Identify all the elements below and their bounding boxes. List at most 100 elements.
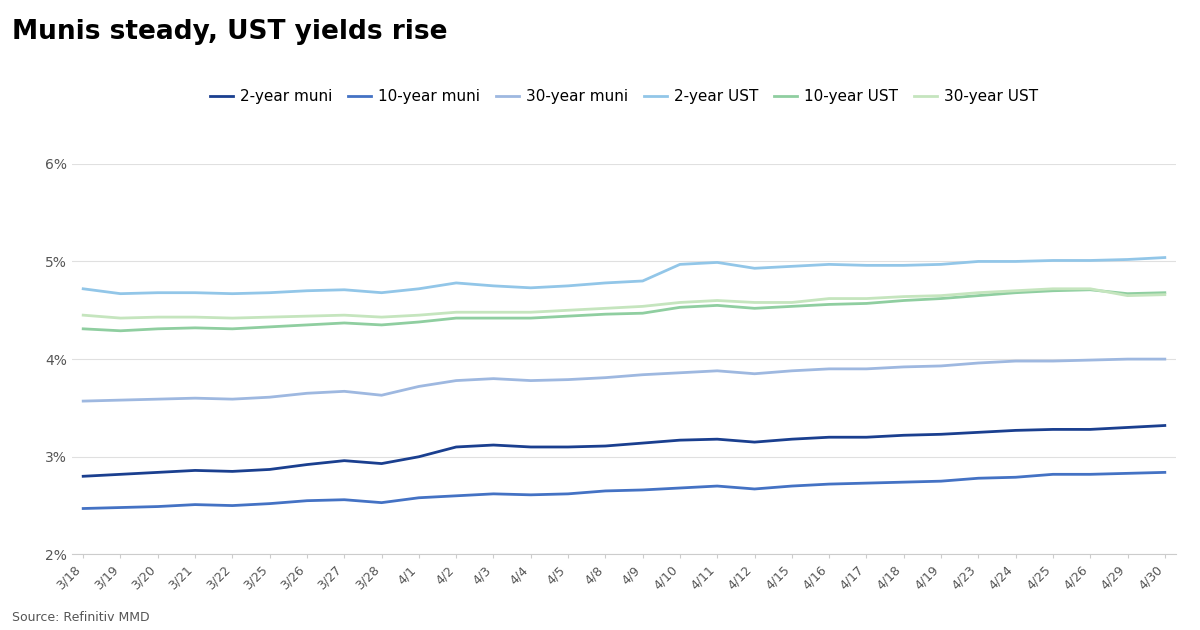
30-year muni	[636, 371, 650, 379]
30-year UST	[226, 314, 240, 322]
Line: 2-year UST: 2-year UST	[83, 258, 1165, 294]
10-year muni	[113, 504, 127, 512]
10-year UST	[374, 321, 389, 329]
10-year muni	[934, 478, 948, 485]
30-year muni	[598, 374, 612, 381]
10-year UST	[560, 312, 575, 320]
2-year UST	[374, 289, 389, 297]
2-year UST	[113, 290, 127, 297]
30-year UST	[1045, 285, 1060, 292]
30-year muni	[934, 362, 948, 370]
30-year muni	[76, 398, 90, 405]
2-year muni	[449, 444, 463, 451]
2-year muni	[896, 432, 911, 439]
2-year muni	[1008, 427, 1022, 434]
10-year muni	[486, 490, 500, 498]
2-year muni	[263, 466, 277, 473]
10-year muni	[598, 487, 612, 495]
10-year UST	[1045, 287, 1060, 295]
30-year UST	[76, 311, 90, 319]
30-year muni	[710, 367, 725, 375]
Line: 10-year UST: 10-year UST	[83, 290, 1165, 331]
2-year muni	[486, 441, 500, 449]
30-year UST	[934, 292, 948, 299]
30-year UST	[785, 299, 799, 306]
30-year UST	[412, 311, 426, 319]
30-year UST	[188, 313, 203, 321]
30-year muni	[113, 396, 127, 404]
10-year UST	[896, 297, 911, 304]
10-year muni	[859, 479, 874, 487]
2-year muni	[1045, 426, 1060, 433]
2-year muni	[188, 467, 203, 474]
2-year muni	[748, 438, 762, 446]
30-year UST	[896, 293, 911, 301]
10-year muni	[188, 501, 203, 508]
30-year muni	[1084, 357, 1098, 364]
Line: 10-year muni: 10-year muni	[83, 472, 1165, 508]
10-year muni	[226, 501, 240, 509]
10-year UST	[226, 325, 240, 333]
10-year UST	[822, 301, 836, 308]
30-year UST	[859, 295, 874, 302]
2-year UST	[226, 290, 240, 297]
10-year muni	[76, 505, 90, 512]
30-year muni	[785, 367, 799, 375]
10-year UST	[337, 319, 352, 327]
2-year UST	[449, 279, 463, 287]
10-year muni	[1045, 471, 1060, 478]
2-year muni	[337, 457, 352, 464]
10-year UST	[300, 321, 314, 329]
10-year UST	[76, 325, 90, 333]
30-year UST	[822, 295, 836, 302]
2-year muni	[971, 428, 985, 436]
2-year UST	[785, 263, 799, 270]
2-year UST	[859, 261, 874, 269]
10-year muni	[1008, 474, 1022, 481]
2-year muni	[560, 444, 575, 451]
Text: Munis steady, UST yields rise: Munis steady, UST yields rise	[12, 19, 448, 45]
30-year muni	[449, 377, 463, 384]
10-year muni	[785, 483, 799, 490]
2-year UST	[1008, 258, 1022, 265]
Line: 30-year muni: 30-year muni	[83, 359, 1165, 401]
30-year muni	[1008, 357, 1022, 365]
Line: 30-year UST: 30-year UST	[83, 289, 1165, 318]
10-year UST	[710, 302, 725, 309]
10-year UST	[486, 314, 500, 322]
2-year muni	[710, 435, 725, 443]
10-year muni	[822, 480, 836, 488]
10-year UST	[934, 295, 948, 302]
2-year UST	[748, 265, 762, 272]
30-year muni	[1045, 357, 1060, 365]
30-year UST	[113, 314, 127, 322]
2-year muni	[934, 430, 948, 438]
10-year UST	[113, 327, 127, 335]
2-year muni	[150, 469, 164, 476]
10-year muni	[748, 485, 762, 493]
30-year muni	[523, 377, 538, 384]
10-year muni	[1121, 469, 1135, 477]
10-year UST	[412, 318, 426, 326]
30-year muni	[859, 365, 874, 373]
30-year muni	[226, 396, 240, 403]
2-year muni	[1121, 424, 1135, 432]
30-year muni	[337, 387, 352, 395]
30-year muni	[748, 370, 762, 377]
2-year muni	[636, 439, 650, 447]
30-year muni	[412, 382, 426, 390]
2-year UST	[523, 284, 538, 292]
2-year UST	[1158, 254, 1172, 261]
10-year UST	[1008, 289, 1022, 297]
10-year UST	[263, 323, 277, 331]
10-year muni	[263, 500, 277, 507]
30-year muni	[300, 389, 314, 397]
2-year UST	[934, 261, 948, 268]
10-year UST	[748, 304, 762, 312]
30-year UST	[449, 309, 463, 316]
30-year UST	[337, 311, 352, 319]
2-year UST	[337, 286, 352, 294]
10-year muni	[412, 494, 426, 501]
2-year muni	[1084, 426, 1098, 433]
2-year UST	[1084, 256, 1098, 264]
